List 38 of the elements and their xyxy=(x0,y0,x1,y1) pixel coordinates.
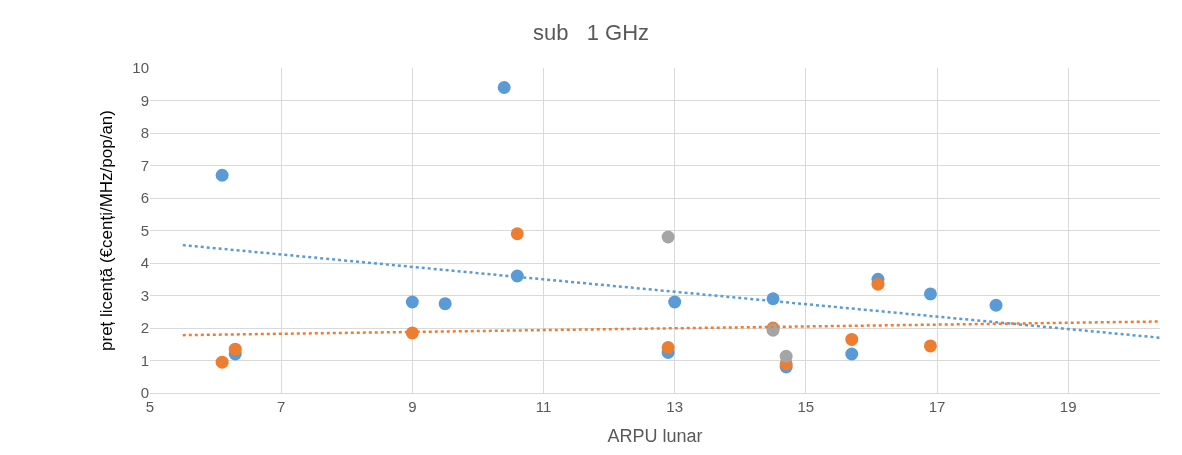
chart-title: sub 1 GHz xyxy=(532,19,650,45)
y-tick-label: 4 xyxy=(140,254,149,272)
y-tick-label: 9 xyxy=(140,91,149,109)
x-tick-label: 9 xyxy=(408,398,417,415)
x-tick-label: 17 xyxy=(928,398,946,415)
y-tick-label: 6 xyxy=(140,189,149,207)
y-tick-label: 3 xyxy=(140,286,149,304)
point xyxy=(661,230,675,244)
y-tick-label: 8 xyxy=(140,124,149,142)
y-tick-label: 5 xyxy=(140,221,149,239)
point xyxy=(661,341,675,354)
x-tick-label: 15 xyxy=(797,398,815,415)
point xyxy=(228,342,242,356)
point xyxy=(923,339,937,353)
y-tick-label: 2 xyxy=(140,319,149,337)
point xyxy=(871,277,885,291)
y-tick-label: 10 xyxy=(132,59,149,77)
point xyxy=(438,297,452,311)
x-tick-label: 13 xyxy=(666,398,684,415)
x-tick-label: 7 xyxy=(277,398,286,415)
y-tick-label: 1 xyxy=(140,351,149,369)
y-tick-label: 0 xyxy=(140,384,149,402)
point xyxy=(405,295,419,309)
point xyxy=(845,347,859,361)
x-tick-label: 11 xyxy=(535,398,552,415)
point xyxy=(845,332,859,346)
point xyxy=(215,168,229,182)
point xyxy=(923,287,937,301)
x-tick-label: 19 xyxy=(1059,398,1077,415)
point xyxy=(497,81,511,94)
point xyxy=(510,227,524,241)
y-axis-title: preț licență (€cenți/MHz/pop/an) xyxy=(96,110,116,351)
y-tick-label: 7 xyxy=(140,156,149,174)
point xyxy=(215,355,229,369)
point xyxy=(668,295,682,309)
point xyxy=(989,298,1003,312)
x-axis-title: ARPU lunar xyxy=(607,426,703,447)
point xyxy=(779,349,793,363)
